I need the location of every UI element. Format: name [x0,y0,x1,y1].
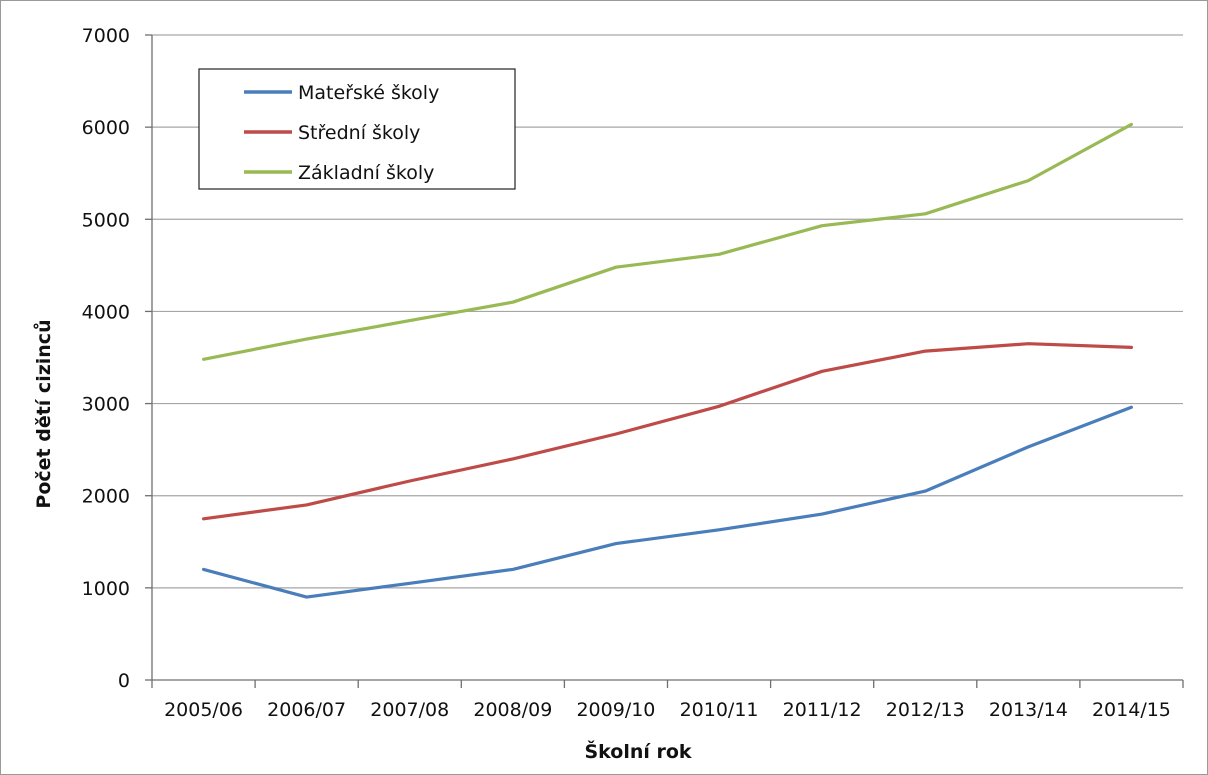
y-tick-labels: 0 1000 2000 3000 4000 5000 6000 7000 [82,25,130,692]
legend-label-1: Mateřské školy [298,82,439,104]
y-tick-label: 4000 [82,301,130,323]
series-lines [202,122,1134,599]
series-line-2 [202,342,1134,521]
y-tick-label: 3000 [82,394,130,416]
x-tick-labels: 2005/06 2006/07 2007/08 2008/09 2009/10 2010/… [164,699,1171,721]
x-tick-label: 2013/14 [989,699,1068,721]
x-tick-label: 2008/09 [473,699,552,721]
series-line-1 [202,405,1134,599]
y-tick-label: 0 [118,670,130,692]
x-tick-label: 2006/07 [267,699,346,721]
y-tick-label: 2000 [82,486,130,508]
gridlines [152,34,1183,589]
legend-box [198,68,516,190]
x-tick-label: 2007/08 [370,699,449,721]
y-tick-label: 1000 [82,578,130,600]
x-tick-label: 2014/15 [1092,699,1171,721]
x-tick-label: 2009/10 [576,699,655,721]
x-tick-label: 2012/13 [886,699,965,721]
y-axis-title: Počet dětí cizinců [32,319,55,508]
legend-label-3: Základní školy [298,162,434,184]
y-tick-label: 7000 [82,25,130,47]
x-axis-title: Školní rok [584,739,691,763]
x-tick-label: 2011/12 [783,699,862,721]
legend-label-2: Střední školy [298,122,420,144]
x-tick-label: 2005/06 [164,699,243,721]
y-tick-label: 6000 [82,117,130,139]
x-tick-label: 2010/11 [680,699,759,721]
series-line-3 [202,122,1134,361]
y-tick-label: 5000 [82,209,130,231]
axes [145,34,1184,688]
legend: Mateřské školy Střední školy Základní škol… [198,68,516,190]
